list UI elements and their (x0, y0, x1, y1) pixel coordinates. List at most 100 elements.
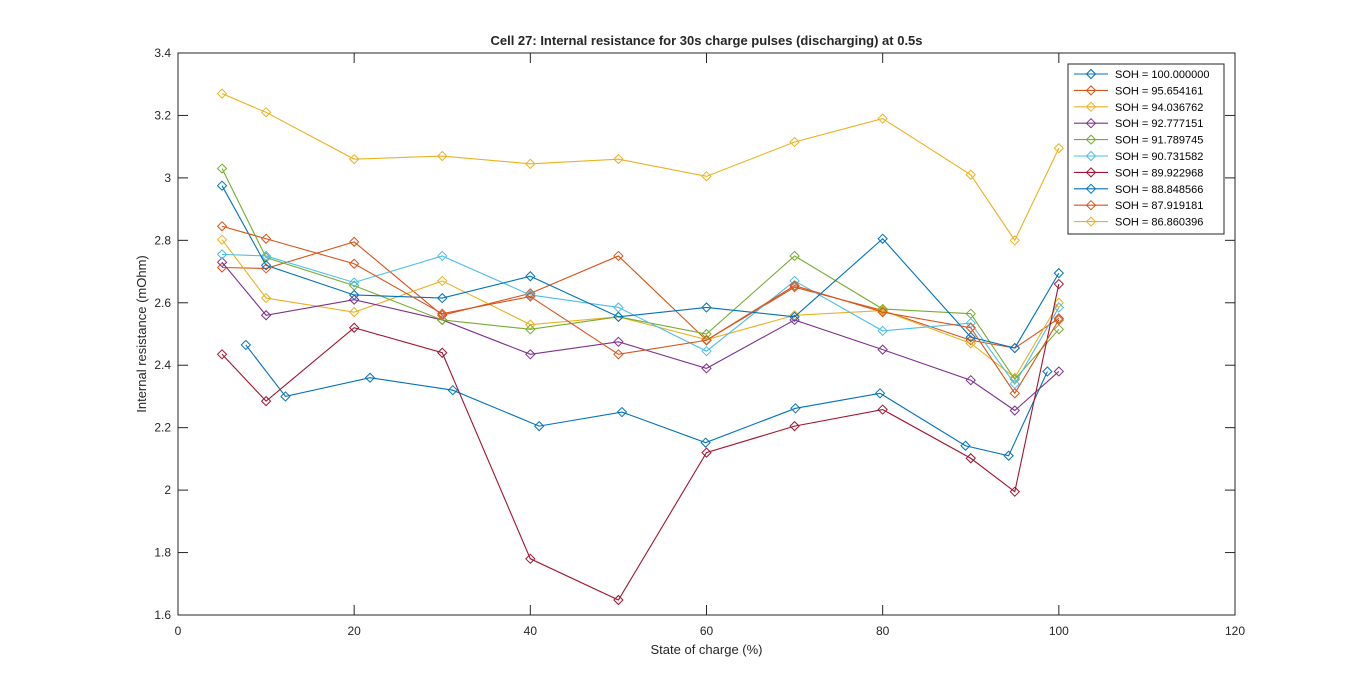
series-line (221, 168, 1060, 381)
series-line (245, 344, 1048, 457)
data-point (348, 277, 360, 288)
data-point (965, 338, 976, 349)
data-point (965, 331, 976, 343)
data-point (1009, 235, 1020, 246)
legend-marker (1085, 85, 1097, 96)
data-point (216, 180, 228, 191)
data-point (1009, 388, 1020, 399)
chart-title: Cell 27: Internal resistance for 30s cha… (490, 33, 922, 48)
legend-label: SOH = 88.848566 (1115, 184, 1203, 196)
data-point (700, 437, 711, 448)
data-point (701, 171, 712, 182)
y-axis-label: Internal resistance (mOhm) (134, 255, 149, 413)
y-tick-label: 2.4 (154, 358, 171, 372)
legend-item: SOH = 100.000000 (1074, 68, 1210, 81)
series-line (221, 239, 1060, 379)
series-7 (216, 278, 1065, 606)
data-point (525, 553, 536, 565)
data-point (960, 440, 971, 451)
data-point (965, 169, 976, 180)
data-point (533, 420, 545, 432)
data-point (260, 292, 272, 304)
legend-item: SOH = 88.848566 (1074, 183, 1203, 196)
data-point (1042, 366, 1053, 377)
data-point (260, 395, 272, 407)
data-point (525, 288, 536, 299)
data-point (1053, 366, 1065, 377)
data-point (701, 363, 712, 374)
series-1 (240, 339, 1053, 461)
data-point (789, 311, 800, 323)
data-point (613, 349, 624, 360)
data-point (613, 594, 624, 606)
data-point (437, 250, 448, 262)
data-point (965, 375, 976, 386)
x-tick-label: 20 (347, 624, 361, 638)
legend-label: SOH = 86.860396 (1115, 217, 1203, 229)
data-point (613, 250, 624, 262)
data-point (348, 322, 360, 333)
data-point (613, 153, 624, 165)
data-point (965, 453, 976, 464)
legend-label: SOH = 92.777151 (1115, 118, 1203, 130)
legend-marker (1085, 183, 1097, 195)
data-point (348, 236, 360, 248)
data-point (1053, 297, 1065, 308)
legend-label: SOH = 89.922968 (1115, 167, 1203, 179)
data-point (877, 306, 888, 318)
series-line (221, 225, 1060, 395)
data-point (216, 88, 228, 99)
legend-marker (1085, 199, 1097, 211)
data-point (216, 234, 228, 245)
legend-label: SOH = 95.654161 (1115, 85, 1203, 97)
data-point (525, 289, 536, 301)
data-point (789, 420, 800, 432)
data-point (447, 384, 459, 396)
data-point (1053, 314, 1065, 326)
y-tick-label: 3.4 (154, 46, 171, 60)
data-point (1053, 278, 1065, 290)
y-tick-label: 2.6 (154, 296, 171, 310)
data-point (790, 403, 801, 414)
legend-marker (1085, 117, 1097, 129)
legend-label: SOH = 87.919181 (1115, 200, 1203, 212)
x-tick-label: 40 (524, 624, 538, 638)
x-axis-ticks: 0 20 40 60 80 100 120 (175, 53, 1245, 638)
data-point (965, 322, 976, 333)
data-point (437, 275, 448, 287)
data-point (364, 372, 376, 383)
legend: SOH = 100.000000 SOH = 95.654161 SOH = 94.… (1067, 63, 1225, 235)
legend-marker (1085, 101, 1097, 113)
data-point (216, 349, 228, 360)
series-10 (216, 88, 1065, 246)
data-point (789, 136, 800, 148)
y-tick-label: 2.8 (154, 233, 171, 247)
legend-item: SOH = 94.036762 (1074, 101, 1203, 114)
data-point (348, 153, 360, 165)
legend-marker (1085, 134, 1097, 145)
y-tick-label: 3.2 (154, 108, 171, 122)
data-point (789, 250, 800, 262)
series-line (221, 261, 1060, 412)
data-point (701, 302, 712, 313)
data-point (1053, 143, 1065, 154)
x-axis-label: State of charge (%) (651, 642, 763, 657)
data-point (260, 107, 272, 118)
data-point (877, 113, 888, 124)
data-point (437, 150, 448, 162)
legend-marker (1085, 68, 1097, 80)
y-tick-label: 2.2 (154, 421, 171, 435)
y-tick-label: 1.8 (154, 546, 171, 560)
series-layer (216, 88, 1065, 606)
series-line (221, 283, 1060, 601)
series-line (222, 253, 1060, 385)
data-point (260, 260, 272, 271)
legend-item: SOH = 86.860396 (1074, 216, 1203, 229)
legend-label: SOH = 94.036762 (1115, 102, 1203, 114)
data-point (437, 292, 448, 304)
data-point (701, 328, 712, 340)
legend-label: SOH = 91.789745 (1115, 135, 1203, 147)
data-point (260, 233, 272, 244)
series-9 (216, 221, 1065, 399)
y-tick-label: 1.6 (154, 608, 171, 622)
